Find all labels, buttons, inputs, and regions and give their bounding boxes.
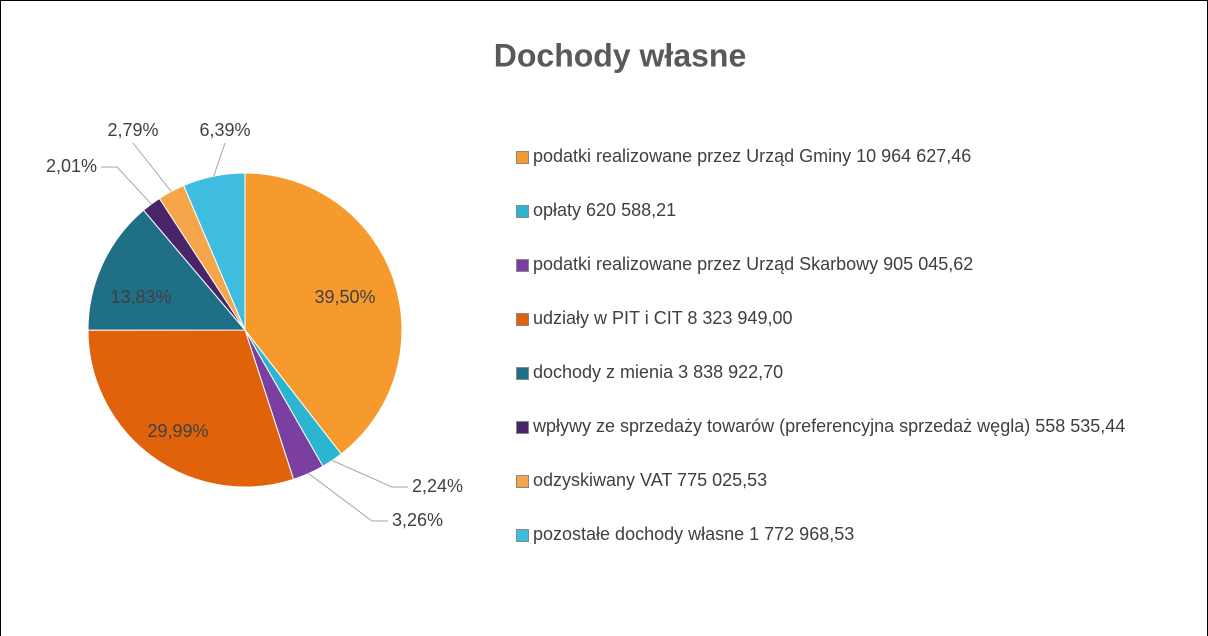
data-label: 2,24% bbox=[412, 476, 463, 496]
legend-label: pozostałe dochody własne 1 772 968,53 bbox=[533, 524, 855, 544]
legend-swatch bbox=[516, 205, 529, 218]
leader-line bbox=[101, 166, 152, 205]
data-label: 29,99% bbox=[147, 421, 208, 441]
legend-label: odzyskiwany VAT 775 025,53 bbox=[533, 470, 768, 490]
legend-entry: udziały w PIT i CIT 8 323 949,00 bbox=[516, 307, 1196, 361]
legend-label: podatki realizowane przez Urząd Gminy 10… bbox=[533, 146, 972, 166]
data-label: 6,39% bbox=[199, 120, 250, 140]
legend-entry: podatki realizowane przez Urząd Gminy 10… bbox=[516, 145, 1196, 199]
legend-label: opłaty 620 588,21 bbox=[533, 200, 677, 220]
legend-label: wpływy ze sprzedaży towarów (preferencyj… bbox=[533, 416, 1126, 436]
legend-swatch bbox=[516, 313, 529, 326]
legend-swatch bbox=[516, 475, 529, 488]
chart-title: Dochody własne bbox=[494, 37, 747, 73]
legend-label: udziały w PIT i CIT 8 323 949,00 bbox=[533, 308, 793, 328]
legend-label: dochody z mienia 3 838 922,70 bbox=[533, 362, 784, 382]
legend-entry: wpływy ze sprzedaży towarów (preferencyj… bbox=[516, 415, 1196, 469]
data-label: 2,79% bbox=[107, 120, 158, 140]
legend-entry: podatki realizowane przez Urząd Skarbowy… bbox=[516, 253, 1196, 307]
legend-swatch bbox=[516, 367, 529, 380]
pie-slice bbox=[87, 329, 295, 488]
legend-entry: dochody z mienia 3 838 922,70 bbox=[516, 361, 1196, 415]
legend-swatch bbox=[516, 151, 529, 164]
legend-swatch bbox=[516, 259, 529, 272]
pie-slice bbox=[182, 172, 246, 331]
leader-line bbox=[213, 142, 226, 177]
data-label: 2,01% bbox=[46, 156, 97, 176]
legend: podatki realizowane przez Urząd Gminy 10… bbox=[516, 145, 1196, 577]
leader-line bbox=[308, 473, 388, 522]
legend-swatch bbox=[516, 529, 529, 542]
data-label: 3,26% bbox=[392, 510, 443, 530]
pie-slice bbox=[244, 172, 403, 455]
legend-entry: opłaty 620 588,21 bbox=[516, 199, 1196, 253]
pie-slice bbox=[87, 209, 247, 331]
legend-swatch bbox=[516, 421, 529, 434]
legend-entry: odzyskiwany VAT 775 025,53 bbox=[516, 469, 1196, 523]
leader-line bbox=[332, 460, 408, 488]
legend-label: podatki realizowane przez Urząd Skarbowy… bbox=[533, 254, 974, 274]
leader-line bbox=[132, 142, 172, 192]
legend-entry: pozostałe dochody własne 1 772 968,53 bbox=[516, 523, 1196, 577]
data-label: 39,50% bbox=[314, 287, 375, 307]
data-label: 13,83% bbox=[110, 287, 171, 307]
